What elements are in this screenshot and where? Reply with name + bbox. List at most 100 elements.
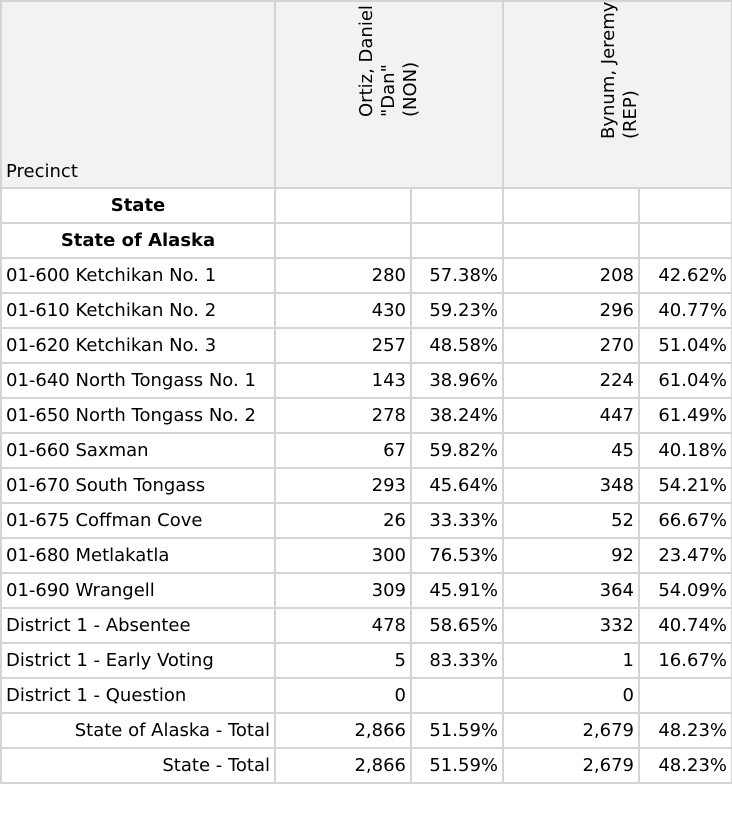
candidate-1-votes-cell: 5 [274,642,412,679]
table-row: District 1 - Absentee 478 58.65% 332 40.74% [0,607,732,644]
precinct-cell: State - Total [0,747,276,784]
precinct-cell: District 1 - Early Voting [0,642,276,679]
results-table: Precinct Ortiz, Daniel H. "Dan" (NON) By… [0,0,732,784]
candidate-2-percent-cell: 48.23% [638,747,732,784]
results-body: State State of Alaska 01-600 Ketchikan No.… [0,187,732,784]
candidate-2-percent-cell: 61.49% [638,397,732,434]
candidate-2-votes-cell: 1 [502,642,640,679]
table-row: 01-610 Ketchikan No. 2 430 59.23% 296 40.77% [0,292,732,329]
candidate-1-percent-cell: 51.59% [410,712,504,749]
candidate-1-percent-cell: 59.82% [410,432,504,469]
candidate-2-name: Bynum, Jeremy T. [597,1,619,139]
candidate-2-percent-cell: 66.67% [638,502,732,539]
precinct-column-header: Precinct [0,0,276,189]
candidate-1-votes-cell: 26 [274,502,412,539]
table-row: 01-600 Ketchikan No. 1 280 57.38% 208 42.62% [0,257,732,294]
table-row: 01-660 Saxman 67 59.82% 45 40.18% [0,432,732,469]
candidate-2-votes-cell: 364 [502,572,640,609]
candidate-2-votes-cell: 52 [502,502,640,539]
candidate-1-votes-cell: 309 [274,572,412,609]
table-row: 01-690 Wrangell 309 45.91% 364 54.09% [0,572,732,609]
candidate-2-percent-cell: 40.74% [638,607,732,644]
candidate-1-percent-cell: 76.53% [410,537,504,574]
table-row: 01-620 Ketchikan No. 3 257 48.58% 270 51.04% [0,327,732,364]
candidate-1-votes-cell: 143 [274,362,412,399]
candidate-1-name: Ortiz, Daniel H. [356,1,377,117]
candidate-1-votes-cell: 293 [274,467,412,504]
candidate-2-votes-cell: 270 [502,327,640,364]
candidate-2-votes-cell: 348 [502,467,640,504]
candidate-2-votes-cell: 447 [502,397,640,434]
precinct-cell: 01-660 Saxman [0,432,276,469]
candidate-1-percent-cell: 45.91% [410,572,504,609]
candidate-1-nickname: "Dan" [378,64,399,117]
candidate-1-votes-cell: 278 [274,397,412,434]
candidate-2-votes-cell: 208 [502,257,640,294]
table-row: 01-670 South Tongass 293 45.64% 348 54.21% [0,467,732,504]
candidate-2-percent-cell: 23.47% [638,537,732,574]
candidate-2-header: Bynum, Jeremy T. (REP) [502,0,732,189]
candidate-1-percent-cell [410,677,504,714]
candidate-1-percent-cell [410,187,504,224]
candidate-2-percent-cell [638,677,732,714]
candidate-2-percent-cell: 54.09% [638,572,732,609]
candidate-2-votes-cell: 2,679 [502,712,640,749]
candidate-1-votes-cell: 478 [274,607,412,644]
precinct-cell: District 1 - Absentee [0,607,276,644]
candidate-2-percent-cell: 40.18% [638,432,732,469]
candidate-1-votes-cell: 67 [274,432,412,469]
table-row: State [0,187,732,224]
candidate-1-votes-cell: 280 [274,257,412,294]
candidate-1-votes-cell [274,222,412,259]
header-row: Precinct Ortiz, Daniel H. "Dan" (NON) By… [0,0,732,189]
table-row: 01-675 Coffman Cove 26 33.33% 52 66.67% [0,502,732,539]
precinct-cell: State of Alaska [0,222,276,259]
candidate-2-percent-cell [638,222,732,259]
precinct-cell: 01-600 Ketchikan No. 1 [0,257,276,294]
candidate-2-percent-cell: 48.23% [638,712,732,749]
table-row: State of Alaska [0,222,732,259]
candidate-2-percent-cell: 40.77% [638,292,732,329]
candidate-1-percent-cell: 38.24% [410,397,504,434]
precinct-cell: District 1 - Question [0,677,276,714]
candidate-1-percent-cell: 33.33% [410,502,504,539]
candidate-2-votes-cell: 332 [502,607,640,644]
candidate-1-votes-cell [274,187,412,224]
candidate-2-votes-cell: 2,679 [502,747,640,784]
candidate-1-votes-cell: 2,866 [274,747,412,784]
candidate-2-label: Bynum, Jeremy T. (REP) [597,1,642,139]
candidate-1-party: (NON) [400,61,421,117]
table-row: 01-650 North Tongass No. 2 278 38.24% 447 61… [0,397,732,434]
candidate-2-percent-cell: 61.04% [638,362,732,399]
candidate-1-votes-cell: 2,866 [274,712,412,749]
candidate-1-percent-cell [410,222,504,259]
candidate-1-header: Ortiz, Daniel H. "Dan" (NON) [274,0,504,189]
candidate-1-votes-cell: 300 [274,537,412,574]
candidate-1-votes-cell: 257 [274,327,412,364]
precinct-cell: 01-675 Coffman Cove [0,502,276,539]
precinct-cell: 01-620 Ketchikan No. 3 [0,327,276,364]
table-row: District 1 - Question 0 0 [0,677,732,714]
table-row: 01-640 North Tongass No. 1 143 38.96% 224 61… [0,362,732,399]
candidate-1-percent-cell: 45.64% [410,467,504,504]
candidate-1-label: Ortiz, Daniel H. "Dan" (NON) [356,1,422,117]
candidate-1-percent-cell: 59.23% [410,292,504,329]
table-row: District 1 - Early Voting 5 83.33% 1 16.67% [0,642,732,679]
candidate-1-percent-cell: 48.58% [410,327,504,364]
precinct-cell: 01-640 North Tongass No. 1 [0,362,276,399]
candidate-2-votes-cell: 0 [502,677,640,714]
table-row: State - Total 2,866 51.59% 2,679 48.23% [0,747,732,784]
candidate-2-percent-cell: 51.04% [638,327,732,364]
candidate-2-votes-cell: 296 [502,292,640,329]
candidate-1-percent-cell: 58.65% [410,607,504,644]
candidate-2-percent-cell: 54.21% [638,467,732,504]
candidate-2-party: (REP) [619,90,641,139]
table-row: 01-680 Metlakatla 300 76.53% 92 23.47% [0,537,732,574]
candidate-2-votes-cell: 45 [502,432,640,469]
candidate-1-percent-cell: 51.59% [410,747,504,784]
candidate-2-votes-cell: 92 [502,537,640,574]
precinct-cell: State [0,187,276,224]
candidate-2-percent-cell [638,187,732,224]
candidate-2-percent-cell: 16.67% [638,642,732,679]
precinct-cell: State of Alaska - Total [0,712,276,749]
